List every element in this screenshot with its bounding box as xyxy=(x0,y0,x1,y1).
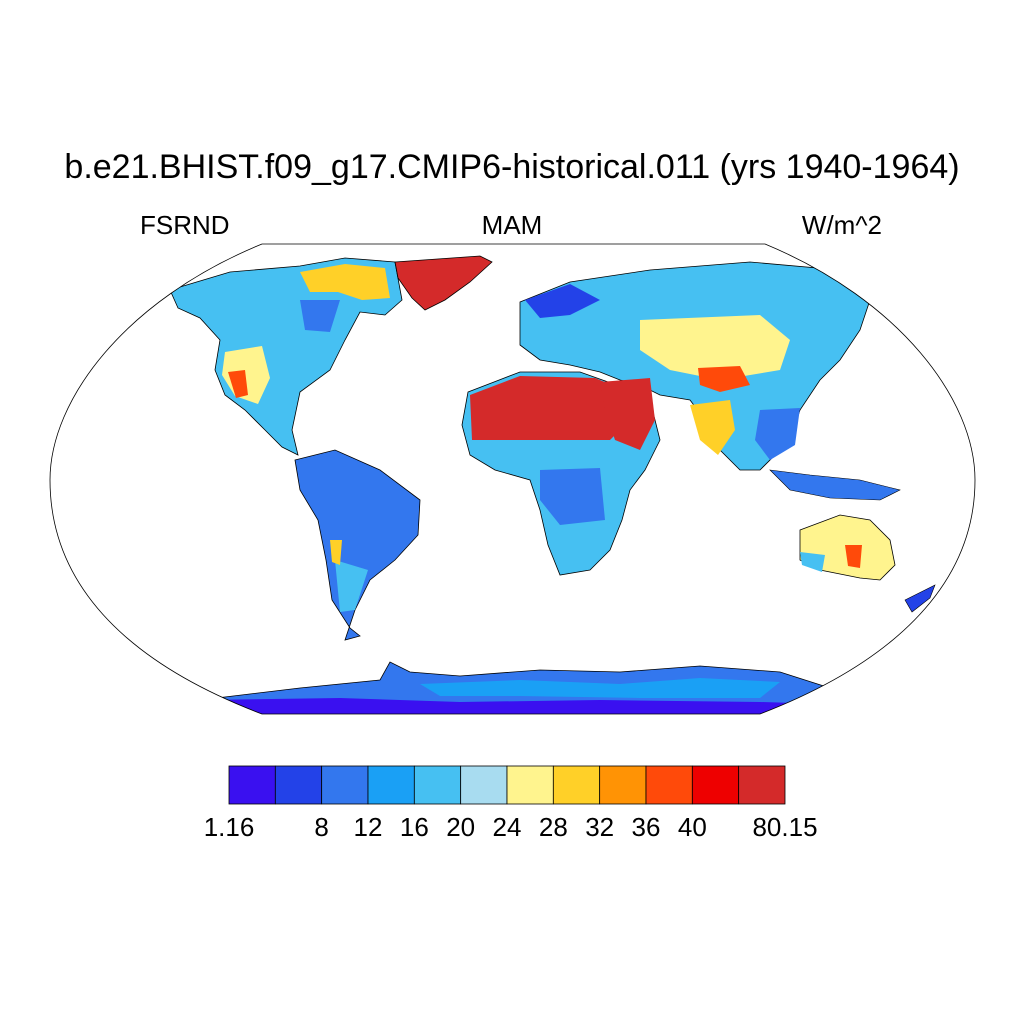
canada-arctic-warm xyxy=(300,264,390,300)
north-america-land xyxy=(169,257,403,456)
map-boundary xyxy=(49,243,976,715)
colorbar-tick-label: 28 xyxy=(538,812,568,842)
colorbar-tick-label: 8 xyxy=(314,812,329,842)
colorbar-swatch xyxy=(691,765,740,805)
colorbar-swatch xyxy=(645,765,693,805)
antarctica-interior xyxy=(420,678,780,698)
us-southwest-hot xyxy=(228,370,248,398)
colorbar-tick-label: 20 xyxy=(446,812,476,842)
indonesia-land xyxy=(769,469,901,501)
central-africa-cool xyxy=(540,468,605,525)
colorbar-swatch xyxy=(367,765,415,805)
india-warm xyxy=(690,400,735,455)
tibet-hot xyxy=(698,366,750,392)
colorbar-swatch xyxy=(506,765,554,805)
colorbar-tick-label: 16 xyxy=(399,812,429,842)
southern-cone-light xyxy=(335,560,368,612)
europe-north-cool xyxy=(525,284,600,318)
colorbar-tick-label: 80.15 xyxy=(752,812,818,842)
central-asia-warm xyxy=(640,315,790,380)
colorbar-tick-label: 32 xyxy=(585,812,615,842)
variable-label: FSRND xyxy=(140,210,230,240)
colorbar-tick-label: 36 xyxy=(631,812,661,842)
arabia-hot xyxy=(600,378,655,450)
colorbar-swatch xyxy=(460,765,508,805)
colorbar-swatch xyxy=(413,765,462,805)
sahara-hot xyxy=(470,376,630,440)
canada-east-cool xyxy=(300,300,340,332)
colorbar-swatch xyxy=(599,765,647,805)
colorbar-swatch xyxy=(228,765,276,805)
season-label: MAM xyxy=(481,210,543,240)
australia-hot xyxy=(845,545,862,568)
south-america-land xyxy=(294,449,421,641)
southeast-asia-cool xyxy=(755,408,800,460)
colorbar-swatch xyxy=(274,765,323,805)
andes-warm xyxy=(330,540,342,565)
new-zealand-land xyxy=(904,584,936,613)
greenland-land xyxy=(394,255,493,311)
colorbar-tick-label: 40 xyxy=(677,812,707,842)
colorbar-swatch xyxy=(552,765,601,805)
colorbar-tick-label: 24 xyxy=(492,812,522,842)
plot-title: b.e21.BHIST.f09_g17.CMIP6-historical.011… xyxy=(64,148,960,186)
colorbar-tick-label: 1.16 xyxy=(203,812,255,842)
units-label: W/m^2 xyxy=(801,210,882,240)
colorbar-swatch xyxy=(321,765,369,805)
antarctica-coast-deep xyxy=(200,698,860,714)
colorbar-tick-label: 12 xyxy=(353,812,383,842)
australia-coast-cool xyxy=(800,552,825,572)
colorbar-swatch xyxy=(738,765,786,805)
